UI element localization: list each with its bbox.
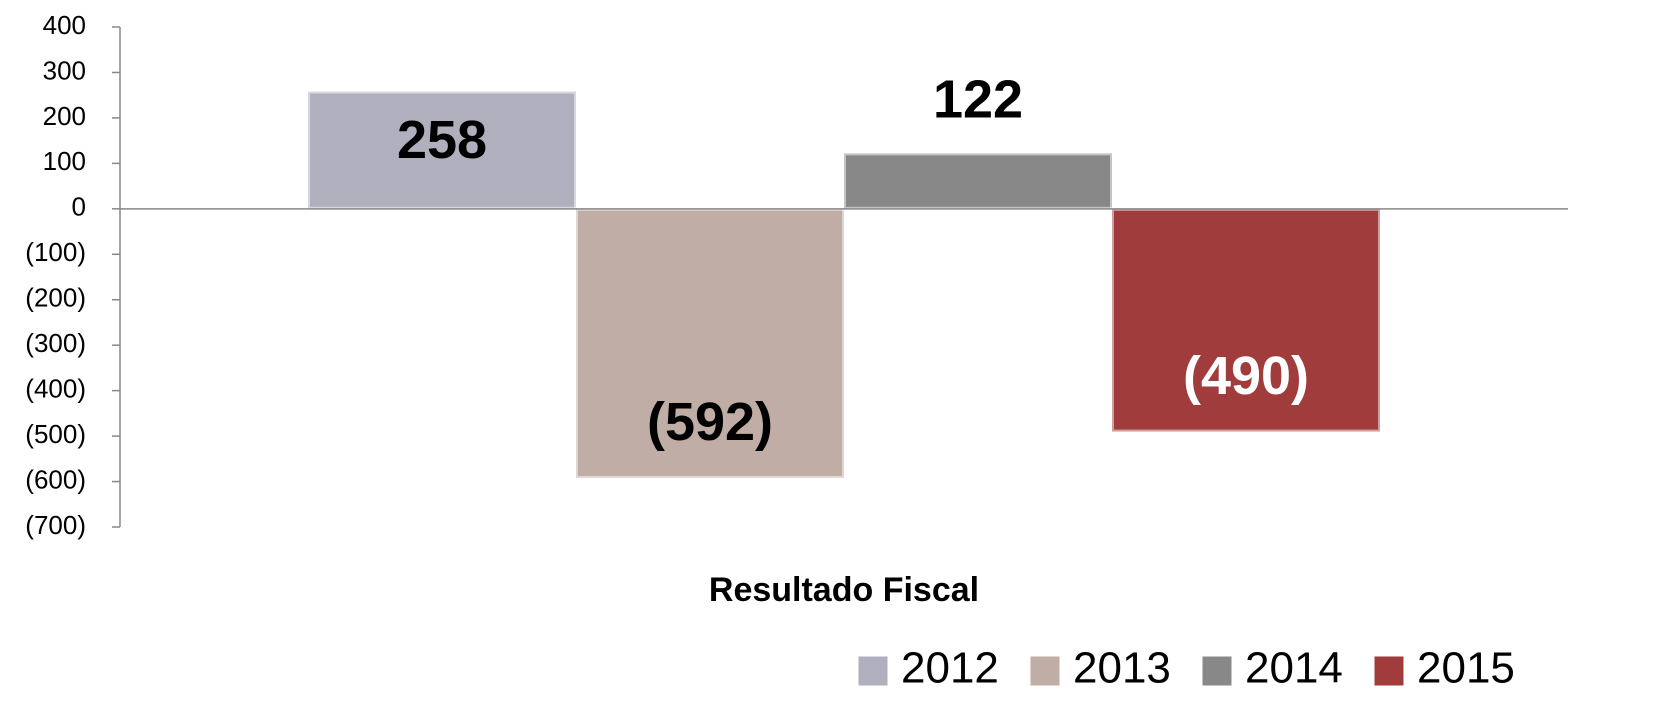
x-tick-label: Resultado Fiscal	[709, 571, 979, 609]
legend-label: 2013	[1073, 644, 1171, 693]
y-tick-label: (600)	[25, 464, 86, 494]
y-tick-label: (100)	[25, 237, 86, 267]
legend-label: 2015	[1417, 644, 1515, 693]
legend-label: 2012	[901, 644, 999, 693]
y-tick-label: (300)	[25, 328, 86, 358]
y-tick-label: (400)	[25, 374, 86, 404]
legend-swatch	[1199, 653, 1235, 689]
y-tick-label: 100	[43, 146, 86, 176]
y-tick-label: 0	[72, 192, 86, 222]
data-label: (490)	[1183, 346, 1309, 406]
bar	[1110, 206, 1382, 434]
y-tick-label: 300	[43, 55, 86, 85]
legend-label: 2014	[1245, 644, 1343, 693]
y-tick-label: (700)	[25, 510, 86, 540]
legend-swatch	[855, 653, 891, 689]
y-tick-label: (200)	[25, 283, 86, 313]
y-tick-label: (500)	[25, 419, 86, 449]
legend-swatch	[1027, 653, 1063, 689]
bar	[842, 151, 1114, 211]
bar	[306, 89, 578, 211]
data-label: 122	[933, 70, 1023, 130]
y-tick-label: 200	[43, 101, 86, 131]
bar	[574, 206, 846, 480]
data-label: (592)	[647, 392, 773, 452]
legend-swatch	[1371, 653, 1407, 689]
y-tick-label: 400	[43, 10, 86, 40]
data-label: 258	[397, 110, 487, 170]
